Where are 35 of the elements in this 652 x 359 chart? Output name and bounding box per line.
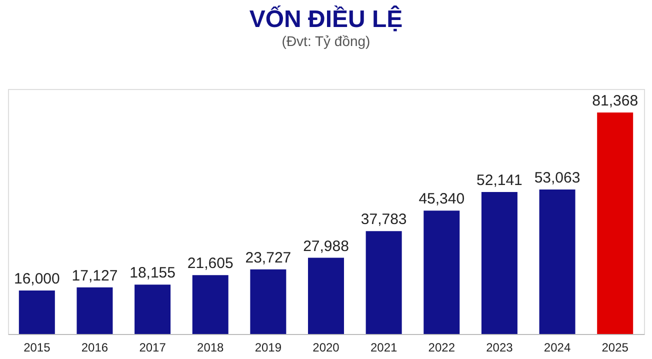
chart-subtitle: (Đvt: Tỷ đồng) xyxy=(282,33,370,49)
x-tick-label: 2023 xyxy=(486,340,514,354)
x-tick-label: 2021 xyxy=(370,340,398,354)
x-tick-label: 2017 xyxy=(139,340,166,354)
data-label: 27,988 xyxy=(303,238,349,255)
data-label: 52,141 xyxy=(476,172,522,190)
bar xyxy=(76,287,113,334)
bar xyxy=(192,275,228,334)
bar xyxy=(308,258,344,334)
data-label: 81,368 xyxy=(592,92,638,110)
x-tick-label: 2024 xyxy=(544,340,571,354)
chart-title: VỐN ĐIỀU LỆ xyxy=(249,5,403,33)
bar xyxy=(366,231,402,334)
data-label: 37,783 xyxy=(360,211,407,228)
data-label: 17,127 xyxy=(72,267,118,284)
bar xyxy=(424,210,460,334)
data-label: 45,340 xyxy=(418,190,465,208)
data-label: 23,727 xyxy=(245,249,292,266)
bar xyxy=(539,190,576,334)
data-label: 18,155 xyxy=(130,264,176,282)
x-tick-label: 2016 xyxy=(81,340,108,354)
data-label: 21,605 xyxy=(187,255,234,272)
data-label: 16,000 xyxy=(14,270,60,288)
data-label: 53,063 xyxy=(534,170,580,187)
bar xyxy=(18,290,55,334)
x-tick-label: 2018 xyxy=(197,340,224,354)
x-tick-label: 2022 xyxy=(428,340,456,354)
bar xyxy=(134,284,171,334)
bar xyxy=(250,269,286,334)
bar xyxy=(481,192,518,334)
x-tick-label: 2025 xyxy=(602,340,629,354)
x-tick-label: 2020 xyxy=(312,340,340,354)
bar xyxy=(597,112,634,334)
x-tick-label: 2019 xyxy=(254,340,282,354)
x-tick-label: 2015 xyxy=(24,340,51,354)
